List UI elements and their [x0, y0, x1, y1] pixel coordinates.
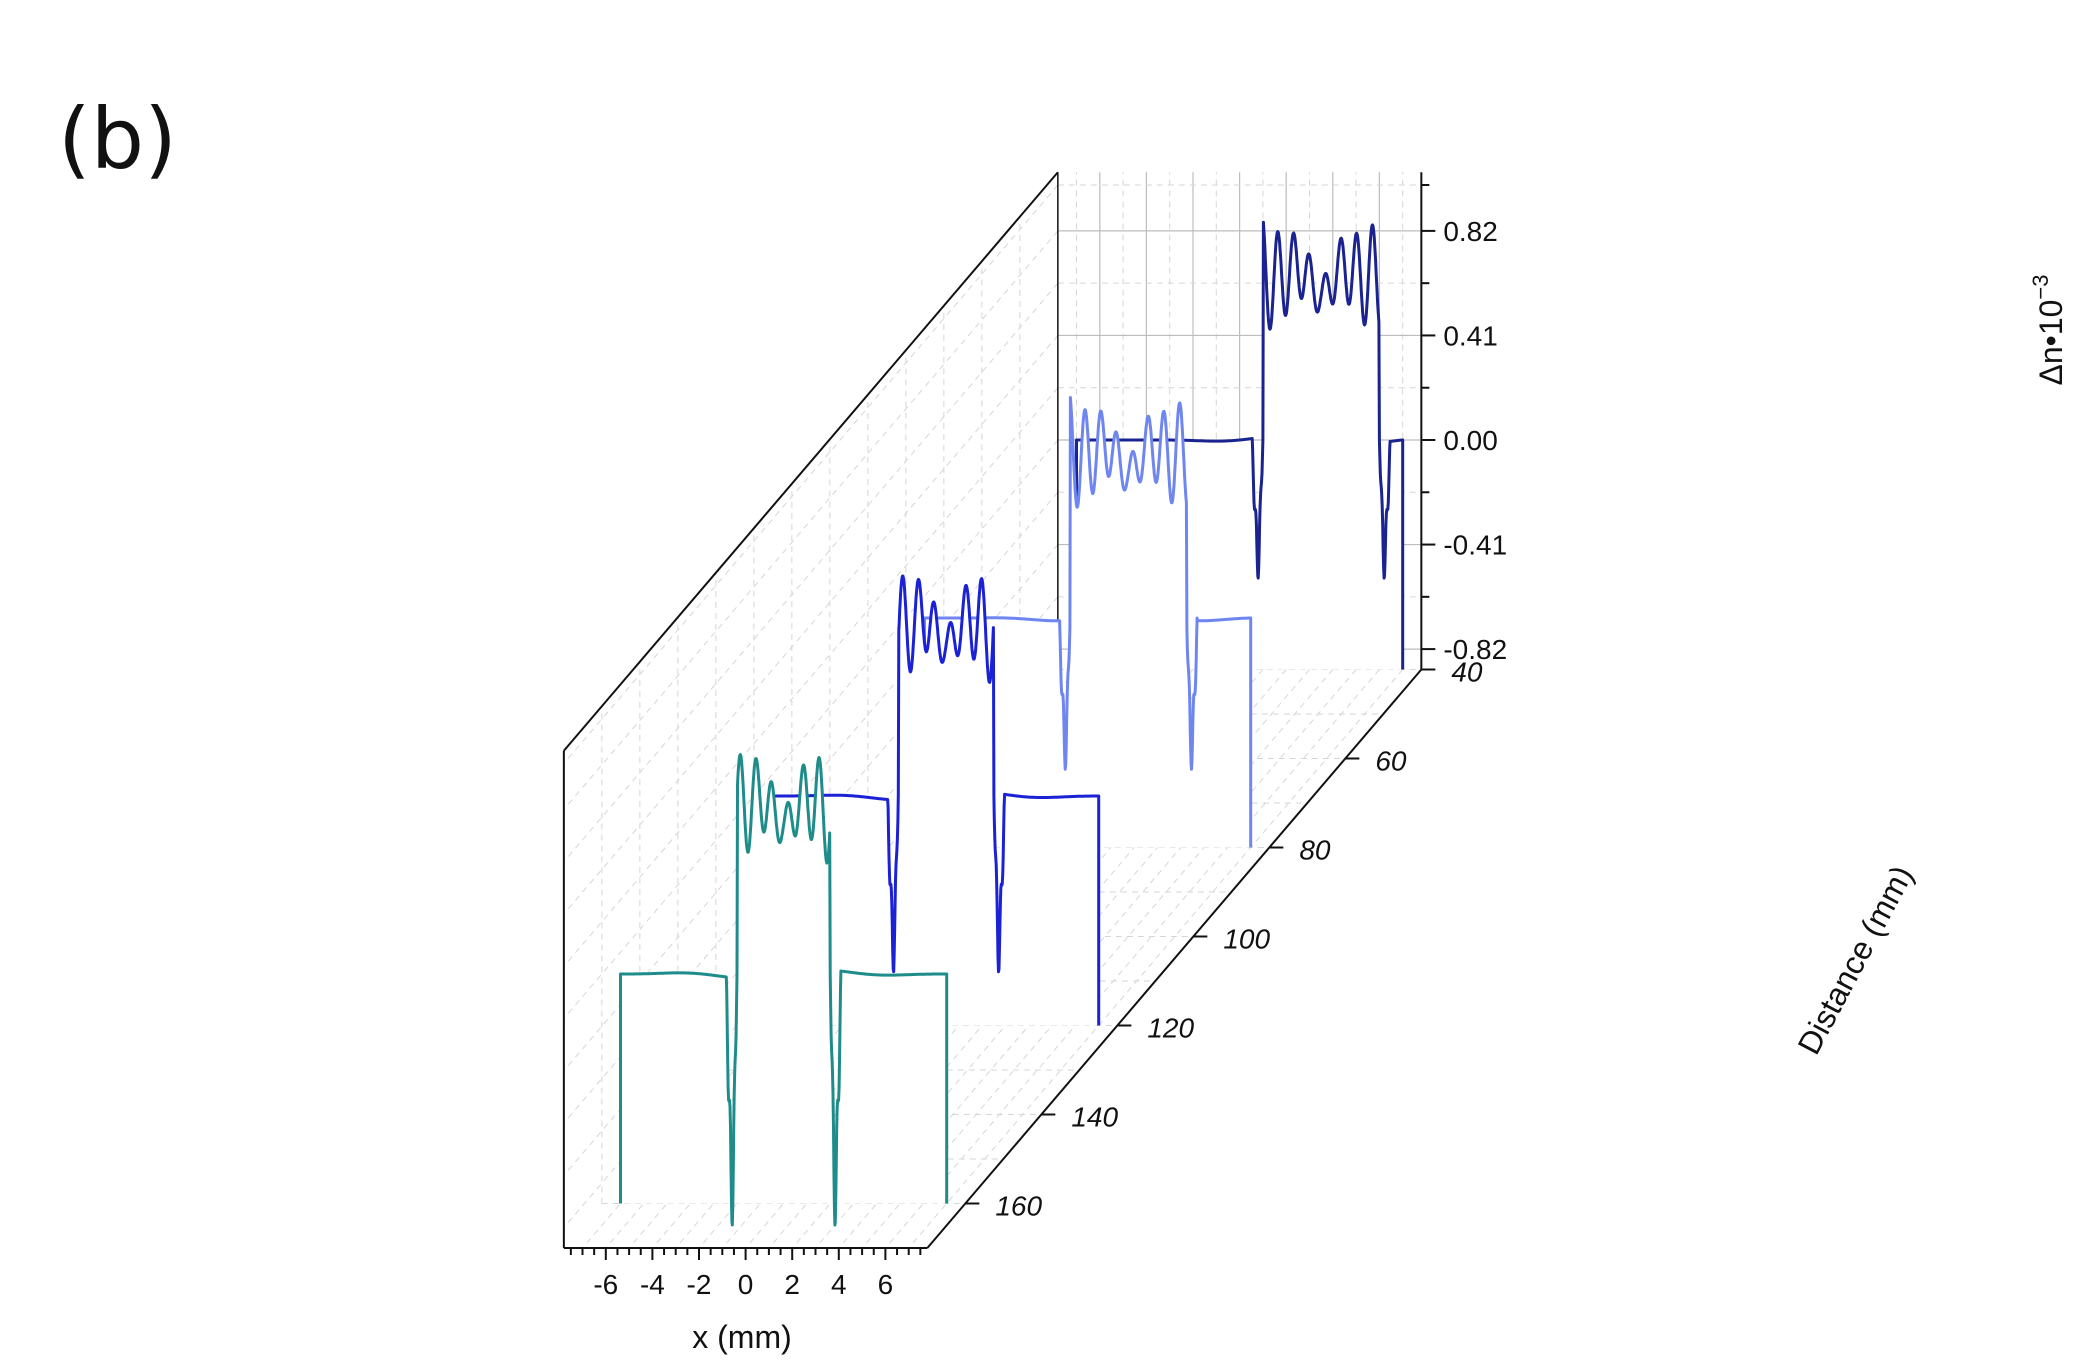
z-tick-label: -0.82 [1443, 634, 1507, 665]
side-wall-gridline [563, 184, 1059, 764]
axes-frame [562, 171, 1423, 1249]
x-tick-label: -6 [593, 1269, 618, 1300]
distance-tick-label: 100 [1223, 924, 1270, 955]
svg-text:Δn•10−3: Δn•10−3 [2028, 274, 2069, 385]
series-layer [619, 220, 1405, 1227]
z-tick-label: -0.41 [1443, 530, 1507, 561]
side-wall-gridline [563, 491, 1059, 1072]
distance-tick-label: 80 [1299, 835, 1331, 866]
z-axis-title: Δn•10−3 [2028, 274, 2069, 385]
distance-tick-label: 40 [1451, 657, 1483, 688]
x-tick-label: 0 [738, 1269, 754, 1300]
x-tick-label: 6 [878, 1269, 894, 1300]
tick-layer: -6 -4 -2 0 2 4 6 40 60 80 100 120 140 160 0.82 0.41 0.00… [569, 184, 1507, 1300]
side-wall-gridline [563, 282, 1059, 862]
floor-gridline [885, 669, 1380, 1249]
y-axis-title: Distance (mm) [1791, 860, 1920, 1061]
series-line-40 [1075, 220, 1405, 670]
series-fill [620, 754, 947, 1225]
x-tick-label: 4 [831, 1269, 847, 1300]
distance-tick-label: 140 [1071, 1102, 1118, 1133]
distance-tick-label: 120 [1147, 1013, 1194, 1044]
series-fill [772, 576, 1099, 1026]
z-axis-title-exponent: −3 [2028, 274, 2053, 299]
series-line-120 [771, 574, 1101, 1026]
floor-gridline [908, 669, 1404, 1249]
side-wall-gridline [563, 439, 1059, 1019]
z-axis-title-base: Δn•10 [2033, 300, 2069, 386]
distance-tick-label: 60 [1375, 746, 1407, 777]
panel-label: (b) [58, 90, 177, 188]
side-wall-gridline [563, 230, 1059, 810]
side-wall-gridline [563, 335, 1059, 915]
x-tick-label: 2 [784, 1269, 800, 1300]
side-wall-gridline [563, 387, 1059, 967]
x-axis-title: x (mm) [692, 1319, 792, 1355]
z-tick-label: 0.41 [1443, 320, 1498, 351]
distance-tick-label: 160 [995, 1191, 1042, 1222]
z-tick-label: 0.00 [1443, 425, 1498, 456]
distance-axis-line [926, 668, 1423, 1249]
z-tick-label: 0.82 [1443, 216, 1498, 247]
floor-gridline [861, 669, 1357, 1249]
series-line-160 [619, 753, 949, 1227]
series-fill [924, 397, 1251, 848]
side-top-edge [563, 171, 1059, 752]
x-tick-label: -4 [640, 1269, 665, 1300]
x-tick-label: -2 [687, 1269, 712, 1300]
